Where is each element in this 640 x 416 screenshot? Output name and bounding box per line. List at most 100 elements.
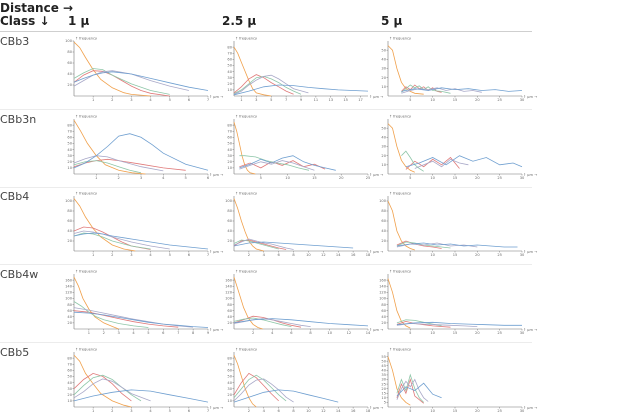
column-header-2: 2.5 µ — [222, 14, 257, 28]
x-tick-label: 5 — [409, 176, 411, 180]
x-tick-label: 8 — [192, 331, 195, 335]
y-tick-label: 60 — [227, 309, 232, 313]
series-line-5 — [405, 155, 523, 168]
series-line-5 — [73, 311, 209, 328]
x-tick-label: 4 — [162, 176, 165, 180]
y-tick-label: 30 — [227, 387, 232, 391]
x-tick-label: 2 — [248, 409, 250, 413]
series-line-1 — [233, 198, 264, 252]
row-separator — [0, 109, 532, 110]
series-line-3 — [233, 239, 279, 250]
x-tick-label: 3 — [255, 98, 257, 102]
series-line-5 — [396, 242, 518, 248]
series-line-2 — [73, 70, 170, 97]
x-tick-label: 5 — [169, 98, 171, 102]
y-tick-label: 120 — [65, 291, 73, 295]
x-tick-label: 18 — [366, 409, 371, 413]
column-header-3: 5 µ — [381, 14, 403, 28]
header-divider — [0, 31, 532, 32]
y-axis-label: ↑ frequency — [235, 192, 258, 196]
x-tick-label: 7 — [285, 98, 287, 102]
series-line-1 — [233, 121, 256, 175]
y-tick-label: 40 — [227, 70, 232, 74]
y-tick-label: 70 — [227, 129, 232, 133]
x-tick-label: 4 — [149, 409, 152, 413]
x-tick-label: 3 — [140, 176, 142, 180]
column-header-1: 1 µ — [68, 14, 90, 28]
series-line-2 — [73, 310, 179, 328]
y-axis-label: ↑ frequency — [75, 192, 98, 196]
y-tick-label: 80 — [67, 50, 72, 54]
y-tick-label: 80 — [227, 356, 232, 360]
x-tick-label: 15 — [453, 409, 458, 413]
x-tick-label: 5 — [147, 331, 149, 335]
y-tick-label: 40 — [227, 148, 232, 152]
row-label-cbb3n: CBb3n — [0, 113, 37, 126]
y-tick-label: 160 — [225, 278, 233, 282]
x-tick-label: 6 — [278, 253, 281, 257]
y-tick-label: 80 — [67, 209, 72, 213]
y-tick-label: 55 — [381, 355, 386, 359]
x-tick-label: 1 — [92, 253, 94, 257]
x-tick-label: 3 — [118, 331, 120, 335]
y-tick-label: 60 — [67, 309, 72, 313]
y-tick-label: 160 — [379, 278, 387, 282]
chart-panel-cbb4w-1: ↑ frequency ↑ µm → 20 40 60 80 100 120 140 160 1 2 3… — [65, 270, 223, 336]
series-line-2 — [239, 160, 326, 170]
x-tick-label: 4 — [263, 253, 266, 257]
x-tick-label: 5 — [169, 253, 171, 257]
x-tick-label: 4 — [132, 331, 135, 335]
x-tick-label: 10 — [285, 176, 290, 180]
x-axis-label: ↑ µm → — [209, 95, 223, 99]
y-tick-label: 45 — [381, 364, 386, 368]
x-axis-label: ↑ µm → — [523, 173, 537, 177]
series-line-4 — [233, 238, 294, 250]
x-axis-label: ↑ µm → — [209, 250, 223, 254]
series-line-4 — [401, 87, 482, 94]
x-tick-label: 25 — [497, 409, 502, 413]
chart-panel-cbb4-3: ↑ frequency ↑ µm → 20 40 60 80 100 5 10 15 20 25 30 — [379, 192, 537, 258]
x-tick-label: 25 — [497, 253, 502, 257]
series-line-1 — [387, 278, 411, 329]
y-tick-label: 120 — [225, 291, 233, 295]
y-tick-label: 40 — [381, 229, 386, 233]
y-tick-label: 30 — [227, 76, 232, 80]
series-line-3 — [233, 317, 292, 327]
x-axis-label: ↑ µm → — [523, 95, 537, 99]
y-tick-label: 70 — [227, 362, 232, 366]
x-tick-label: 5 — [185, 176, 187, 180]
x-tick-label: 12 — [321, 253, 326, 257]
x-tick-label: 25 — [497, 98, 502, 102]
x-tick-label: 30 — [520, 331, 525, 335]
x-axis-label: ↑ µm → — [209, 173, 223, 177]
row-label-cbb4w: CBb4w — [0, 268, 39, 281]
series-line-5 — [396, 321, 522, 326]
series-line-1 — [387, 45, 424, 95]
x-tick-label: 16 — [351, 253, 356, 257]
y-axis-label: ↑ frequency — [75, 115, 98, 119]
series-line-1 — [73, 41, 151, 97]
series-line-1 — [73, 119, 146, 175]
y-tick-label: 140 — [225, 284, 233, 288]
series-line-3 — [233, 374, 287, 402]
series-line-2 — [233, 372, 279, 402]
y-tick-label: 20 — [227, 321, 232, 325]
y-tick-label: 100 — [225, 297, 233, 301]
x-tick-label: 6 — [162, 331, 165, 335]
x-tick-label: 1 — [95, 176, 97, 180]
x-axis-label: ↑ µm → — [369, 328, 383, 332]
y-tick-label: 40 — [227, 229, 232, 233]
y-tick-label: 20 — [67, 83, 72, 87]
y-tick-label: 100 — [379, 297, 387, 301]
chart-panel-cbb3-3: ↑ frequency ↑ µm → 10 20 30 40 50 5 10 15 20 25 30 — [381, 37, 537, 103]
y-tick-label: 40 — [67, 315, 72, 319]
y-axis-label: ↑ frequency — [75, 348, 98, 352]
y-tick-label: 10 — [381, 85, 386, 89]
row-separator — [0, 342, 532, 343]
x-tick-label: 1 — [92, 409, 94, 413]
series-line-4 — [396, 378, 429, 402]
series-line-5 — [73, 71, 209, 91]
y-tick-label: 20 — [227, 239, 232, 243]
